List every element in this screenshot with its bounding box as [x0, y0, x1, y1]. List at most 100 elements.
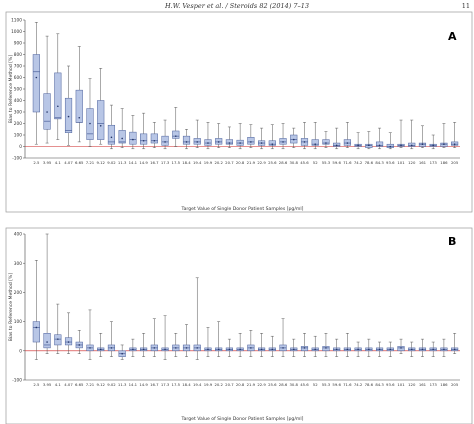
panel-b-x-tick-label: 186 — [440, 382, 448, 387]
panel-b-mean-marker — [99, 348, 102, 351]
panel-a-x-tick-label: 52 — [313, 160, 318, 165]
panel-b-mean-marker — [250, 347, 252, 349]
panel-b-x-tick-label: 25.6 — [268, 382, 277, 387]
panel-b-x-tick-label: 6.65 — [75, 382, 84, 387]
panel-b-mean-marker — [239, 348, 241, 351]
panel-a-mean-marker — [282, 141, 284, 143]
panel-a-y-tick-label: 600 — [14, 75, 22, 81]
panel-b-y-tick-label: 300 — [14, 261, 22, 267]
panel-b-mean-marker — [174, 347, 177, 349]
panel-a-mean-marker — [357, 144, 359, 147]
panel-b-mean-marker — [196, 347, 199, 349]
panel-b-x-tick-label: 2.5 — [33, 382, 40, 387]
panel-a-x-tick-label: 161 — [419, 160, 427, 165]
panel-b-mean-marker — [292, 348, 295, 351]
panel-a-mean-marker — [410, 144, 413, 147]
panel-b-mean-marker — [142, 348, 145, 351]
panel-a-x-tick-label: 186 — [440, 160, 448, 165]
panel-b-frame — [5, 227, 473, 424]
panel-b-mean-marker — [228, 348, 231, 351]
panel-a-box — [311, 139, 319, 146]
panel-a-mean-marker — [132, 138, 134, 141]
panel-a-mean-marker — [239, 142, 241, 144]
panel-b-x-tick-label: 71.6 — [343, 382, 352, 387]
panel-a-mean-marker — [185, 141, 188, 143]
panel-b-box — [43, 333, 51, 349]
panel-b-x-tick-label: 205 — [451, 382, 459, 387]
panel-b-x-tick-label: 14.9 — [139, 382, 148, 387]
panel-b-mean-marker — [271, 348, 274, 351]
panel-a-x-tick-label: 9.12 — [96, 160, 105, 165]
panel-b-x-tick-label: 120 — [408, 382, 416, 387]
panel-b-x-tick-label: 17.5 — [172, 382, 181, 387]
panel-b-x-tick-label: 55.3 — [322, 382, 331, 387]
panel-a-box — [322, 139, 330, 145]
panel-a-mean-marker — [325, 142, 327, 144]
panel-b-mean-marker — [303, 347, 306, 349]
panel-a-mean-marker — [174, 135, 177, 137]
panel-b-x-tick-label: 17.3 — [161, 382, 170, 387]
panel-a-mean-marker — [453, 143, 456, 145]
panel-a-y-tick-label: 200 — [14, 121, 22, 127]
panel-b-mean-marker — [325, 347, 327, 349]
panel-b-mean-marker — [410, 348, 413, 351]
panel-a-y-tick-label: 400 — [14, 98, 22, 104]
panel-b-mean-marker — [453, 348, 456, 351]
panel-a-x-tick-label: 17.3 — [161, 160, 170, 165]
panel-a-box — [182, 135, 191, 145]
panel-a-mean-marker — [389, 145, 392, 148]
panel-b-y-tick-label: 0 — [19, 348, 22, 354]
panel-a-box — [54, 72, 62, 120]
panel-a-mean-marker — [35, 76, 38, 79]
panel-a-x-tick-label: 173 — [430, 160, 438, 165]
panel-a-mean-marker — [260, 142, 263, 144]
panel-a-mean-marker — [432, 144, 434, 147]
panel-b-mean-marker — [35, 326, 38, 329]
panel-a-y-tick-label: 900 — [14, 41, 22, 47]
panel-a-x-tick-label: 74.2 — [354, 160, 363, 165]
panel-a-box — [150, 133, 158, 144]
panel-a-mean-marker — [443, 143, 445, 145]
panel-a-x-tick-label: 84.3 — [375, 160, 384, 165]
panel-b-mean-marker — [46, 341, 48, 343]
panel-a-x-tick-label: 120 — [408, 160, 416, 165]
panel-b-y-tick-label: 400 — [14, 232, 22, 238]
panel-a-box — [247, 137, 255, 145]
panel-a-mean-marker — [89, 122, 91, 125]
panel-b-x-tick-label: 4.1 — [55, 382, 62, 387]
panel-a-mean-marker — [142, 139, 145, 142]
panel-a-mean-marker — [57, 105, 59, 108]
panel-a-box — [225, 139, 233, 145]
panel-b-x-tick-label: 173 — [430, 382, 438, 387]
panel-a-mean-marker — [303, 141, 306, 143]
panel-a-x-tick-label: 25.6 — [268, 160, 277, 165]
panel-b-x-tick-label: 78.6 — [365, 382, 374, 387]
journal-citation: H.W. Vesper et al. / Steroids 82 (2014) … — [165, 2, 309, 10]
panel-a-box — [118, 130, 126, 144]
panel-b-mean-marker — [282, 347, 284, 349]
panel-b-y-axis-label: Bias to Reference Method [%] — [8, 273, 14, 342]
panel-a-mean-marker — [164, 141, 166, 143]
panel-b-mean-marker — [57, 338, 59, 340]
panel-b-x-tick-label: 18.4 — [182, 382, 191, 387]
panel-a-mean-marker — [207, 142, 209, 144]
panel-b-mean-marker — [217, 348, 220, 351]
panel-a-letter: A — [448, 30, 457, 43]
panel-a-mean-marker — [196, 141, 199, 143]
panel-b-x-tick-label: 9.12 — [96, 382, 105, 387]
panel-a-x-tick-label: 78.6 — [365, 160, 374, 165]
panel-a-mean-marker — [292, 138, 295, 141]
panel-b-mean-marker — [164, 348, 166, 351]
panel-a-mean-marker — [153, 139, 156, 142]
panel-a-box — [375, 141, 384, 147]
panel-a-x-tick-label: 28.6 — [279, 160, 288, 165]
panel-b-mean-marker — [132, 348, 134, 351]
panel-a-y-tick-label: 1000 — [11, 29, 22, 35]
panel-b-mean-marker — [260, 348, 263, 351]
panel-a-mean-marker — [99, 125, 102, 127]
panel-b-mean-marker — [207, 348, 209, 351]
panel-a-box — [140, 133, 148, 145]
panel-b-x-tick-label: 84.3 — [375, 382, 384, 387]
panel-a-box — [129, 131, 137, 145]
